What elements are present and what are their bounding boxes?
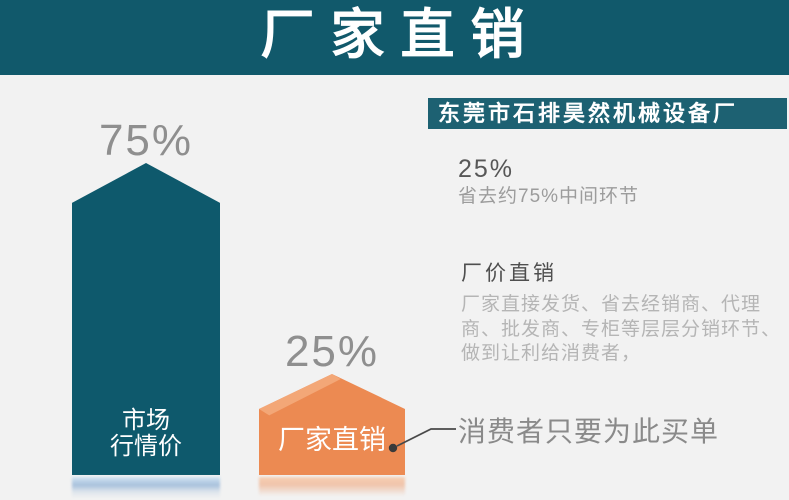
direct-sale-description: 厂家直接发货、省去经销商、代理 商、批发商、专柜等层层分销环节、 做到让利给消费…	[461, 294, 782, 364]
save-percent: 25%	[458, 155, 515, 183]
market-bar-label: 市场 行情价	[110, 407, 182, 460]
factory-bar-label: 厂家直销	[278, 425, 386, 455]
connector-path	[396, 428, 456, 447]
save-description: 省去约75%中间环节	[458, 186, 640, 207]
company-name-box: 东莞市石排昊然机械设备厂	[428, 98, 787, 129]
connector-dot	[388, 443, 398, 453]
market-price-bar	[72, 163, 220, 475]
market-percent-label: 75%	[98, 116, 194, 165]
direct-sale-title: 厂价直销	[461, 262, 557, 285]
header-banner: 厂家直销	[0, 0, 789, 75]
factory-percent-label: 25%	[284, 327, 380, 376]
banner-title: 厂家直销	[260, 4, 541, 65]
consumer-note: 消费者只要为此买单	[458, 416, 720, 447]
market-bar-reflection	[72, 477, 220, 498]
connector-line	[388, 428, 456, 453]
factory-bar-reflection	[259, 477, 405, 496]
